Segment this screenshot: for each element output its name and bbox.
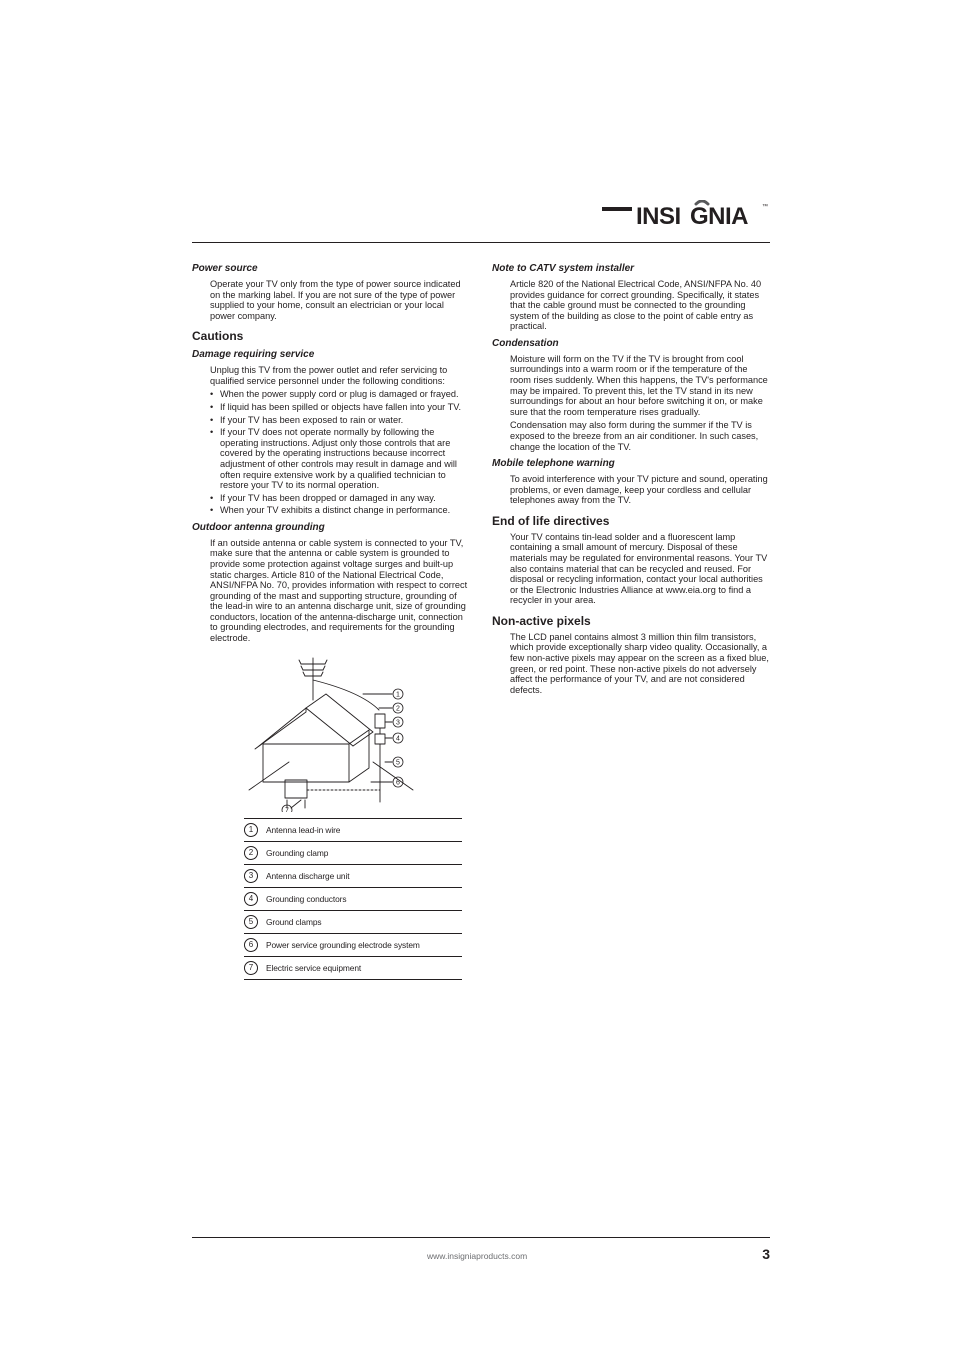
legend-label: Grounding conductors (266, 894, 346, 904)
legend-row: 2 Grounding clamp (244, 842, 462, 865)
list-item: If your TV has been exposed to rain or w… (210, 415, 470, 426)
svg-text:3: 3 (396, 719, 400, 726)
right-column: Note to CATV system installer Article 82… (492, 257, 770, 980)
legend-row: 7 Electric service equipment (244, 957, 462, 980)
page-number: 3 (762, 1246, 770, 1262)
footer: www.insigniaproducts.com 3 (192, 1237, 770, 1262)
power-source-body: Operate your TV only from the type of po… (210, 279, 470, 321)
legend-row: 1 Antenna lead-in wire (244, 818, 462, 842)
diagram-legend: 1 Antenna lead-in wire 2 Grounding clamp… (244, 818, 462, 980)
left-column: Power source Operate your TV only from t… (192, 257, 470, 980)
header-rule (192, 242, 770, 243)
condensation-body2: Condensation may also form during the su… (510, 420, 770, 452)
power-source-heading: Power source (192, 263, 470, 274)
legend-num: 1 (244, 823, 258, 837)
svg-text:2: 2 (396, 705, 400, 712)
cautions-heading: Cautions (192, 329, 470, 343)
list-item: When the power supply cord or plug is da… (210, 389, 470, 400)
legend-num: 4 (244, 892, 258, 906)
nonactive-heading: Non-active pixels (492, 614, 770, 628)
damage-list: When the power supply cord or plug is da… (210, 389, 470, 515)
footer-url: www.insigniaproducts.com (192, 1251, 762, 1261)
legend-row: 5 Ground clamps (244, 911, 462, 934)
outdoor-body: If an outside antenna or cable system is… (210, 538, 470, 644)
legend-label: Electric service equipment (266, 963, 361, 973)
mobile-body: To avoid interference with your TV pictu… (510, 474, 770, 506)
legend-row: 3 Antenna discharge unit (244, 865, 462, 888)
svg-text:™: ™ (762, 203, 768, 210)
svg-text:6: 6 (396, 779, 400, 786)
brand-logo: INSI GNIA ™ (602, 200, 770, 230)
catv-body: Article 820 of the National Electrical C… (510, 279, 770, 332)
list-item: If your TV has been dropped or damaged i… (210, 493, 470, 504)
legend-num: 2 (244, 846, 258, 860)
legend-num: 5 (244, 915, 258, 929)
footer-rule (192, 1237, 770, 1238)
svg-text:INSI: INSI (636, 203, 681, 230)
legend-num: 3 (244, 869, 258, 883)
legend-label: Power service grounding electrode system (266, 940, 420, 950)
svg-text:1: 1 (396, 691, 400, 698)
outdoor-heading: Outdoor antenna grounding (192, 522, 470, 533)
eol-body: Your TV contains tin-lead solder and a f… (510, 532, 770, 606)
legend-label: Antenna discharge unit (266, 871, 349, 881)
legend-row: 4 Grounding conductors (244, 888, 462, 911)
svg-text:GNIA: GNIA (690, 203, 748, 230)
damage-heading: Damage requiring service (192, 349, 470, 360)
svg-text:7: 7 (285, 807, 289, 812)
svg-text:5: 5 (396, 759, 400, 766)
legend-label: Antenna lead-in wire (266, 825, 340, 835)
legend-row: 6 Power service grounding electrode syst… (244, 934, 462, 957)
nonactive-body: The LCD panel contains almost 3 million … (510, 632, 770, 695)
grounding-diagram: 1 2 3 4 5 6 7 (241, 652, 421, 812)
legend-num: 7 (244, 961, 258, 975)
legend-label: Grounding clamp (266, 848, 328, 858)
catv-heading: Note to CATV system installer (492, 263, 770, 274)
list-item: If liquid has been spilled or objects ha… (210, 402, 470, 413)
svg-text:4: 4 (396, 735, 400, 742)
condensation-heading: Condensation (492, 338, 770, 349)
mobile-heading: Mobile telephone warning (492, 458, 770, 469)
condensation-body1: Moisture will form on the TV if the TV i… (510, 354, 770, 417)
legend-num: 6 (244, 938, 258, 952)
list-item: When your TV exhibits a distinct change … (210, 505, 470, 516)
list-item: If your TV does not operate normally by … (210, 427, 470, 490)
legend-label: Ground clamps (266, 917, 322, 927)
eol-heading: End of life directives (492, 514, 770, 528)
damage-intro: Unplug this TV from the power outlet and… (210, 365, 470, 386)
